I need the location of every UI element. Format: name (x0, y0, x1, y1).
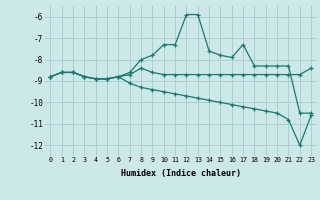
X-axis label: Humidex (Indice chaleur): Humidex (Indice chaleur) (121, 169, 241, 178)
